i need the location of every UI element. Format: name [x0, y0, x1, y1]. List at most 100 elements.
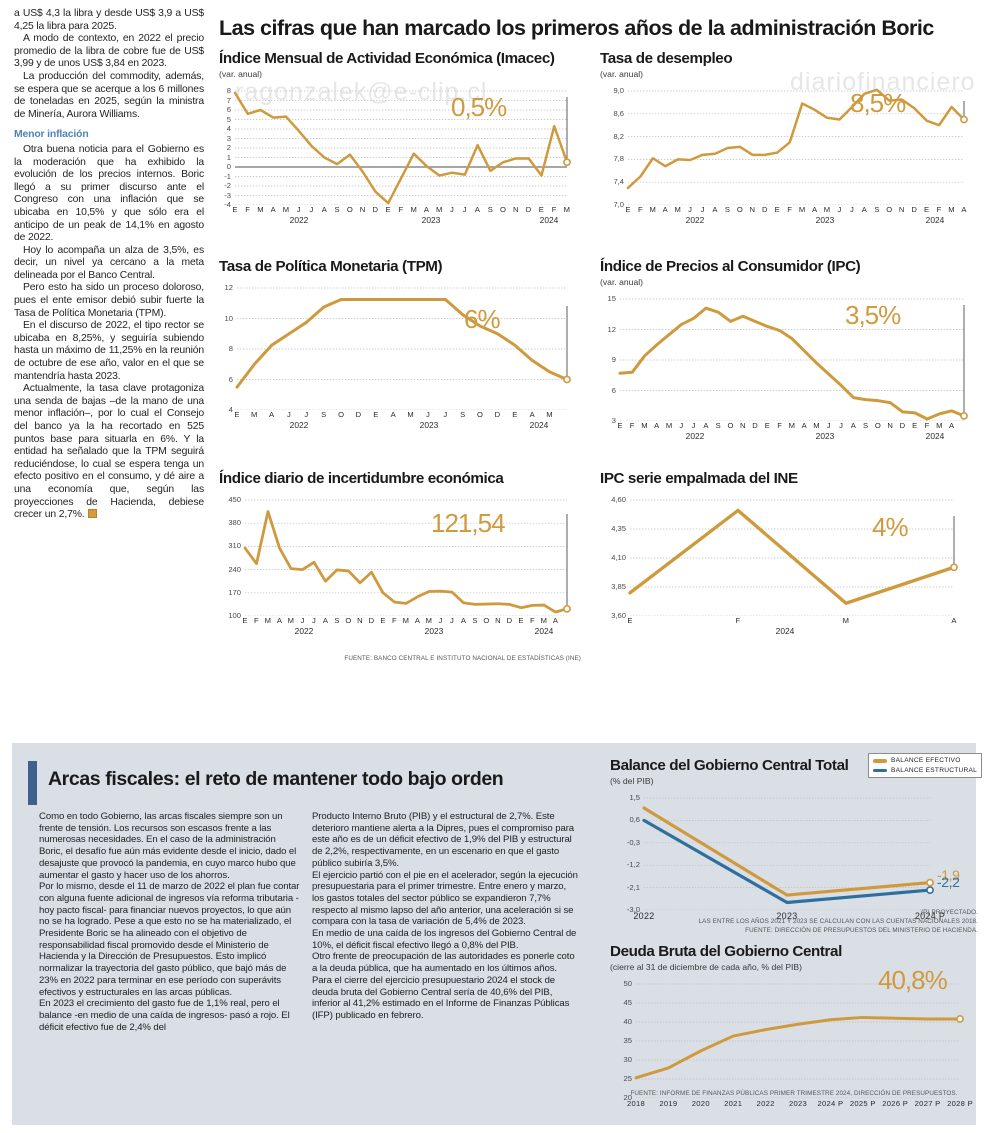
x-axis-tick: M [540, 616, 548, 625]
paragraph: Hoy lo acompaña un alza de 3,5%, es deci… [14, 244, 204, 281]
y-axis-tick: 9 [611, 355, 616, 364]
x-axis-tick: J [700, 205, 705, 214]
x-axis-tick: A [703, 421, 709, 430]
x-axis-tick: S [863, 421, 869, 430]
x-axis-tick: E [380, 616, 386, 625]
x-axis-tick: N [739, 421, 746, 430]
chart-subtitle: (var. anual) [600, 69, 643, 79]
x-axis-tick: D [761, 205, 768, 214]
chart-subtitle: (cierre al 31 de diciembre de cada año, … [610, 962, 803, 972]
chart-svg [626, 88, 968, 205]
x-axis-year: 2024 [925, 431, 945, 441]
y-axis-tick: 7,4 [613, 177, 624, 187]
chart-svg [618, 298, 968, 421]
x-axis-year: 2023 [424, 626, 444, 636]
x-axis-tick: A [390, 410, 396, 419]
chart-incertidumbre: Índice diario de incertidumbre económica… [219, 470, 581, 636]
bottom-headline: Arcas fiscales: el reto de mantener todo… [48, 768, 504, 790]
chart-plot-area: 8 7 6 5 4 3 2 1 0 -1 -2 -3 -4 E F M A M J J A S O N D E F M A M J J A S O N… [219, 85, 581, 225]
x-axis-tick: S [715, 421, 721, 430]
y-axis-tick: 3 [611, 416, 616, 425]
x-axis-year: 2022 [289, 420, 309, 430]
x-axis-tick: A [951, 616, 957, 625]
chart-callout-value: 3,5% [845, 300, 901, 330]
x-axis-year: 2023 [419, 420, 439, 430]
x-axis-tick: O [483, 616, 490, 625]
x-axis-tick: D [525, 205, 532, 214]
chart-callout-value: 6% [464, 304, 501, 334]
x-axis-category: 2025 P [849, 1099, 876, 1108]
x-axis-tick: M [402, 616, 410, 625]
y-axis-tick: 240 [228, 564, 241, 574]
chart-series-line [628, 508, 956, 605]
x-axis-year: 2023 [815, 431, 835, 441]
chart-svg [634, 983, 964, 1098]
x-axis-year: 2023 [815, 215, 835, 225]
chart-title: IPC serie empalmada del INE [600, 470, 798, 487]
x-axis-tick: S [874, 205, 880, 214]
x-axis-category: 2020 [691, 1099, 710, 1108]
x-axis-tick: N [513, 205, 519, 214]
x-axis-tick: O [886, 205, 893, 214]
chart-title: Tasa de desempleo [600, 50, 733, 67]
last-point-marker [926, 886, 934, 894]
y-axis-tick: 9,0 [613, 86, 624, 95]
y-axis-tick: 6 [611, 385, 616, 395]
paragraph: Por lo mismo, desde el 11 de marzo de 20… [39, 881, 300, 998]
y-axis-tick: 35 [623, 1036, 632, 1045]
y-axis-tick: -3,0 [626, 905, 640, 914]
paragraph: El ejercicio partió con el pie en el ace… [312, 869, 578, 928]
x-axis-tick: S [334, 616, 340, 625]
y-axis-tick: 8,2 [613, 131, 624, 141]
x-axis-tick: N [495, 616, 501, 625]
x-axis-tick: E [912, 421, 918, 430]
chart-series-line [243, 510, 569, 614]
x-axis-tick: J [300, 616, 305, 625]
chart-callout-value: 40,8% [878, 965, 948, 995]
y-axis-tick: 8 [226, 86, 231, 95]
x-axis-tick: E [234, 410, 240, 419]
x-axis-tick: S [334, 205, 340, 214]
x-axis-category: 2024 P [914, 911, 946, 921]
last-point-marker [950, 563, 958, 572]
x-axis-tick: M [264, 616, 272, 625]
x-axis-category: 2018 [626, 1099, 646, 1108]
x-axis-tick: J [688, 205, 693, 214]
chart-title: Índice Mensual de Actividad Económica (I… [219, 50, 555, 67]
paragraph: En medio de una caída de los ingresos de… [312, 928, 577, 951]
series-value-label: -2,2 [937, 874, 960, 891]
x-axis-tick: E [512, 410, 518, 419]
chart-title: Deuda Bruta del Gobierno Central [610, 943, 842, 960]
x-axis-category: 2028 P [947, 1099, 973, 1108]
chart-series-line [642, 806, 932, 897]
x-axis-tick: F [392, 616, 397, 625]
y-axis-tick: -4 [224, 200, 231, 209]
x-axis-tick: M [410, 205, 418, 214]
y-axis-tick: 1 [226, 152, 231, 162]
y-axis-tick: 7 [226, 95, 231, 105]
y-axis-tick: 10 [224, 313, 233, 323]
x-axis-tick: M [823, 205, 831, 214]
x-axis-tick: M [649, 205, 657, 214]
chart-subtitle: (var. anual) [600, 277, 643, 287]
legend-row: BALANCE EFECTIVO [873, 756, 977, 766]
x-axis-tick: N [898, 205, 905, 214]
x-axis-tick: M [287, 616, 295, 625]
x-axis-tick: O [874, 421, 882, 430]
x-axis-tick: D [368, 616, 375, 625]
chart-source-note: FUENTE: DIRECCIÓN DE PRESUPUESTOS DEL MI… [745, 927, 978, 934]
x-axis-tick: A [270, 205, 276, 214]
x-axis-tick: F [637, 205, 643, 214]
x-axis-tick: O [727, 421, 734, 430]
y-axis-tick: 380 [228, 518, 241, 528]
x-axis-tick: D [494, 410, 501, 419]
x-axis-tick: E [774, 205, 781, 214]
paragraph: Producto Interno Bruto (PIB) y el estruc… [312, 811, 575, 869]
x-axis-year: 2024 [539, 215, 559, 225]
x-axis-tick: O [736, 205, 744, 214]
chart-plot-area: 9,0 8,6 8,2 7,8 7,4 7,0 E F M A M J J A S O N D E F M A M J J A S O… [600, 85, 978, 225]
x-axis-tick: O [500, 205, 507, 214]
last-point-marker [926, 878, 934, 887]
x-axis-year: 2023 [421, 215, 441, 225]
